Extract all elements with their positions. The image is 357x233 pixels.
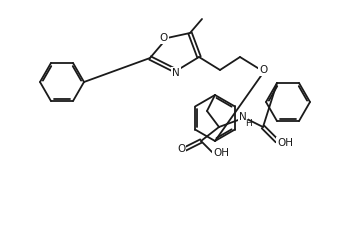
Text: N: N	[172, 68, 180, 78]
Text: O: O	[259, 65, 267, 75]
Text: OH: OH	[213, 148, 229, 158]
Text: O: O	[177, 144, 185, 154]
Text: H: H	[246, 120, 252, 129]
Text: O: O	[160, 33, 168, 43]
Text: N: N	[239, 112, 247, 122]
Text: OH: OH	[277, 138, 293, 148]
